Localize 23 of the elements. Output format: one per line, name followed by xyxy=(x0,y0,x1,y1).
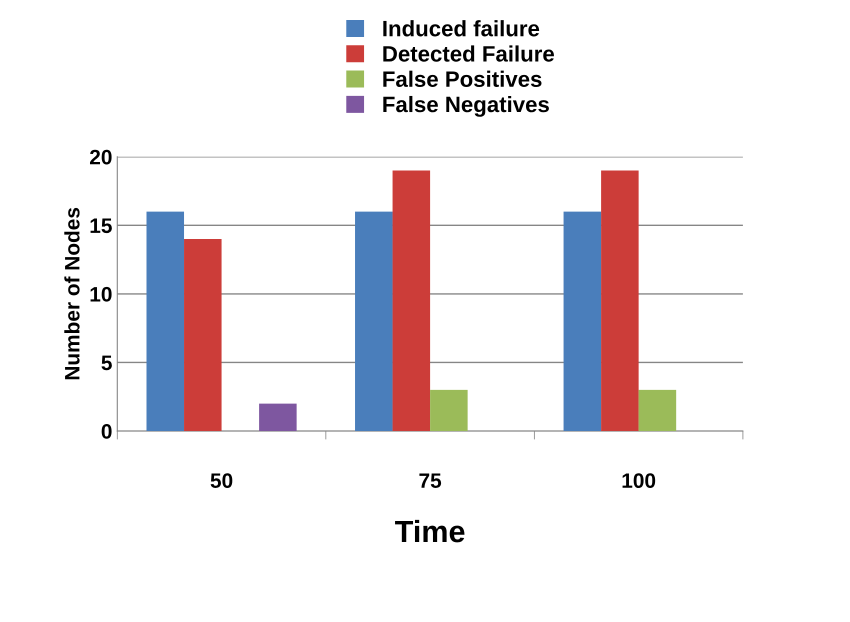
bar xyxy=(146,212,184,432)
y-tick-label: 15 xyxy=(90,218,112,234)
y-tick-label: 10 xyxy=(90,286,112,302)
bar xyxy=(184,239,222,432)
legend-label: False Positives xyxy=(383,70,542,87)
x-tick-label: 100 xyxy=(622,473,656,488)
bar xyxy=(638,390,676,432)
y-tick-label: 20 xyxy=(90,150,112,164)
y-tick-label: 0 xyxy=(102,424,112,439)
y-tick-label: 5 xyxy=(101,356,112,370)
bar xyxy=(259,404,297,432)
legend-label: Detected Failure xyxy=(383,45,554,62)
bar xyxy=(430,390,468,432)
x-axis-title: Time xyxy=(395,520,464,542)
bar xyxy=(564,212,602,432)
x-tick-label: 50 xyxy=(210,473,232,488)
y-axis-title: Number of Nodes xyxy=(64,208,80,380)
bar xyxy=(601,170,639,432)
bar xyxy=(355,212,393,432)
legend-label: Induced failure xyxy=(383,20,540,36)
legend-label: False Negatives xyxy=(383,96,549,117)
bar xyxy=(392,170,430,432)
x-tick-label: 75 xyxy=(419,473,442,488)
